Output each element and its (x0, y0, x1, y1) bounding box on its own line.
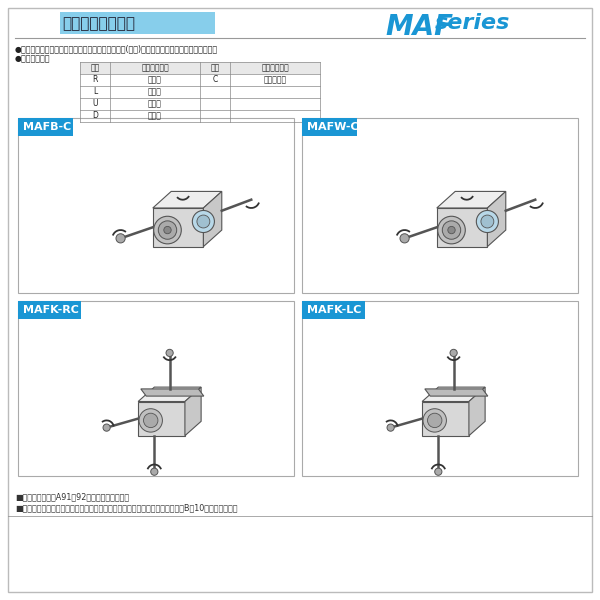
Circle shape (423, 409, 446, 432)
Circle shape (164, 226, 171, 234)
Text: ●軸配置の記号: ●軸配置の記号 (15, 54, 50, 63)
Polygon shape (469, 387, 485, 436)
Text: 下　側: 下 側 (148, 112, 162, 121)
Circle shape (139, 409, 163, 432)
Text: 右　側: 右 側 (148, 76, 162, 85)
Text: MAFK-LC: MAFK-LC (307, 305, 361, 315)
Polygon shape (437, 191, 506, 208)
Polygon shape (185, 387, 201, 436)
Polygon shape (487, 191, 506, 247)
Circle shape (103, 424, 110, 431)
Circle shape (197, 215, 210, 228)
Circle shape (438, 216, 466, 244)
Text: MAFK-RC: MAFK-RC (23, 305, 79, 315)
Text: R: R (92, 76, 98, 85)
Bar (302, 118, 357, 136)
Polygon shape (153, 191, 222, 208)
Text: 左　側: 左 側 (148, 88, 162, 97)
Text: MAF: MAF (385, 13, 453, 41)
Circle shape (158, 221, 176, 239)
Bar (302, 118, 578, 293)
Bar (18, 118, 73, 136)
Text: ●軸配置は入力軸またはモータを手前にして出力軸(青色)の出ている方向で決定して下さい。: ●軸配置は入力軸またはモータを手前にして出力軸(青色)の出ている方向で決定して下… (15, 44, 218, 53)
Polygon shape (153, 208, 203, 247)
Bar (18, 118, 294, 293)
Polygon shape (422, 387, 485, 401)
Text: C: C (212, 76, 218, 85)
Polygon shape (422, 401, 469, 436)
Circle shape (387, 424, 394, 431)
Text: D: D (92, 112, 98, 121)
Circle shape (193, 211, 214, 233)
Polygon shape (425, 389, 488, 396)
Text: 記号: 記号 (211, 64, 220, 73)
Bar (80, 62, 320, 74)
Text: ■特殊な取付状態については、当社へお問い合わせ下さい。なお、参考としてB－10をご覧下さい。: ■特殊な取付状態については、当社へお問い合わせ下さい。なお、参考としてB－10を… (15, 503, 238, 512)
Text: 記号: 記号 (91, 64, 100, 73)
Text: 出力軸の方向: 出力軸の方向 (261, 64, 289, 73)
Circle shape (400, 234, 409, 243)
Polygon shape (437, 208, 487, 247)
Bar (18, 301, 80, 319)
Text: series: series (435, 13, 511, 33)
Text: L: L (93, 88, 97, 97)
Circle shape (151, 468, 158, 475)
Circle shape (116, 234, 125, 243)
Polygon shape (141, 389, 204, 396)
Text: 出力軸の方向: 出力軸の方向 (141, 64, 169, 73)
Text: MAFB-C: MAFB-C (23, 122, 71, 132)
Circle shape (428, 413, 442, 428)
Polygon shape (138, 387, 201, 401)
Circle shape (450, 349, 457, 356)
Polygon shape (203, 191, 222, 247)
Circle shape (442, 221, 461, 239)
Bar (302, 301, 578, 476)
Text: ■軸配置の詳細はA91・92を参照して下さい。: ■軸配置の詳細はA91・92を参照して下さい。 (15, 492, 129, 501)
Circle shape (143, 413, 158, 428)
Circle shape (435, 468, 442, 475)
Polygon shape (138, 401, 185, 436)
Circle shape (154, 216, 181, 244)
Bar (302, 301, 365, 319)
Circle shape (476, 211, 499, 233)
Text: 出力軸両軸: 出力軸両軸 (263, 76, 287, 85)
Text: 軸配置と回転方向: 軸配置と回転方向 (62, 16, 135, 31)
Bar (18, 301, 294, 476)
Text: U: U (92, 100, 98, 109)
Circle shape (166, 349, 173, 356)
Circle shape (481, 215, 494, 228)
Text: MAFW-C: MAFW-C (307, 122, 359, 132)
Circle shape (448, 226, 455, 234)
Text: 上　側: 上 側 (148, 100, 162, 109)
Bar (60, 12, 215, 34)
